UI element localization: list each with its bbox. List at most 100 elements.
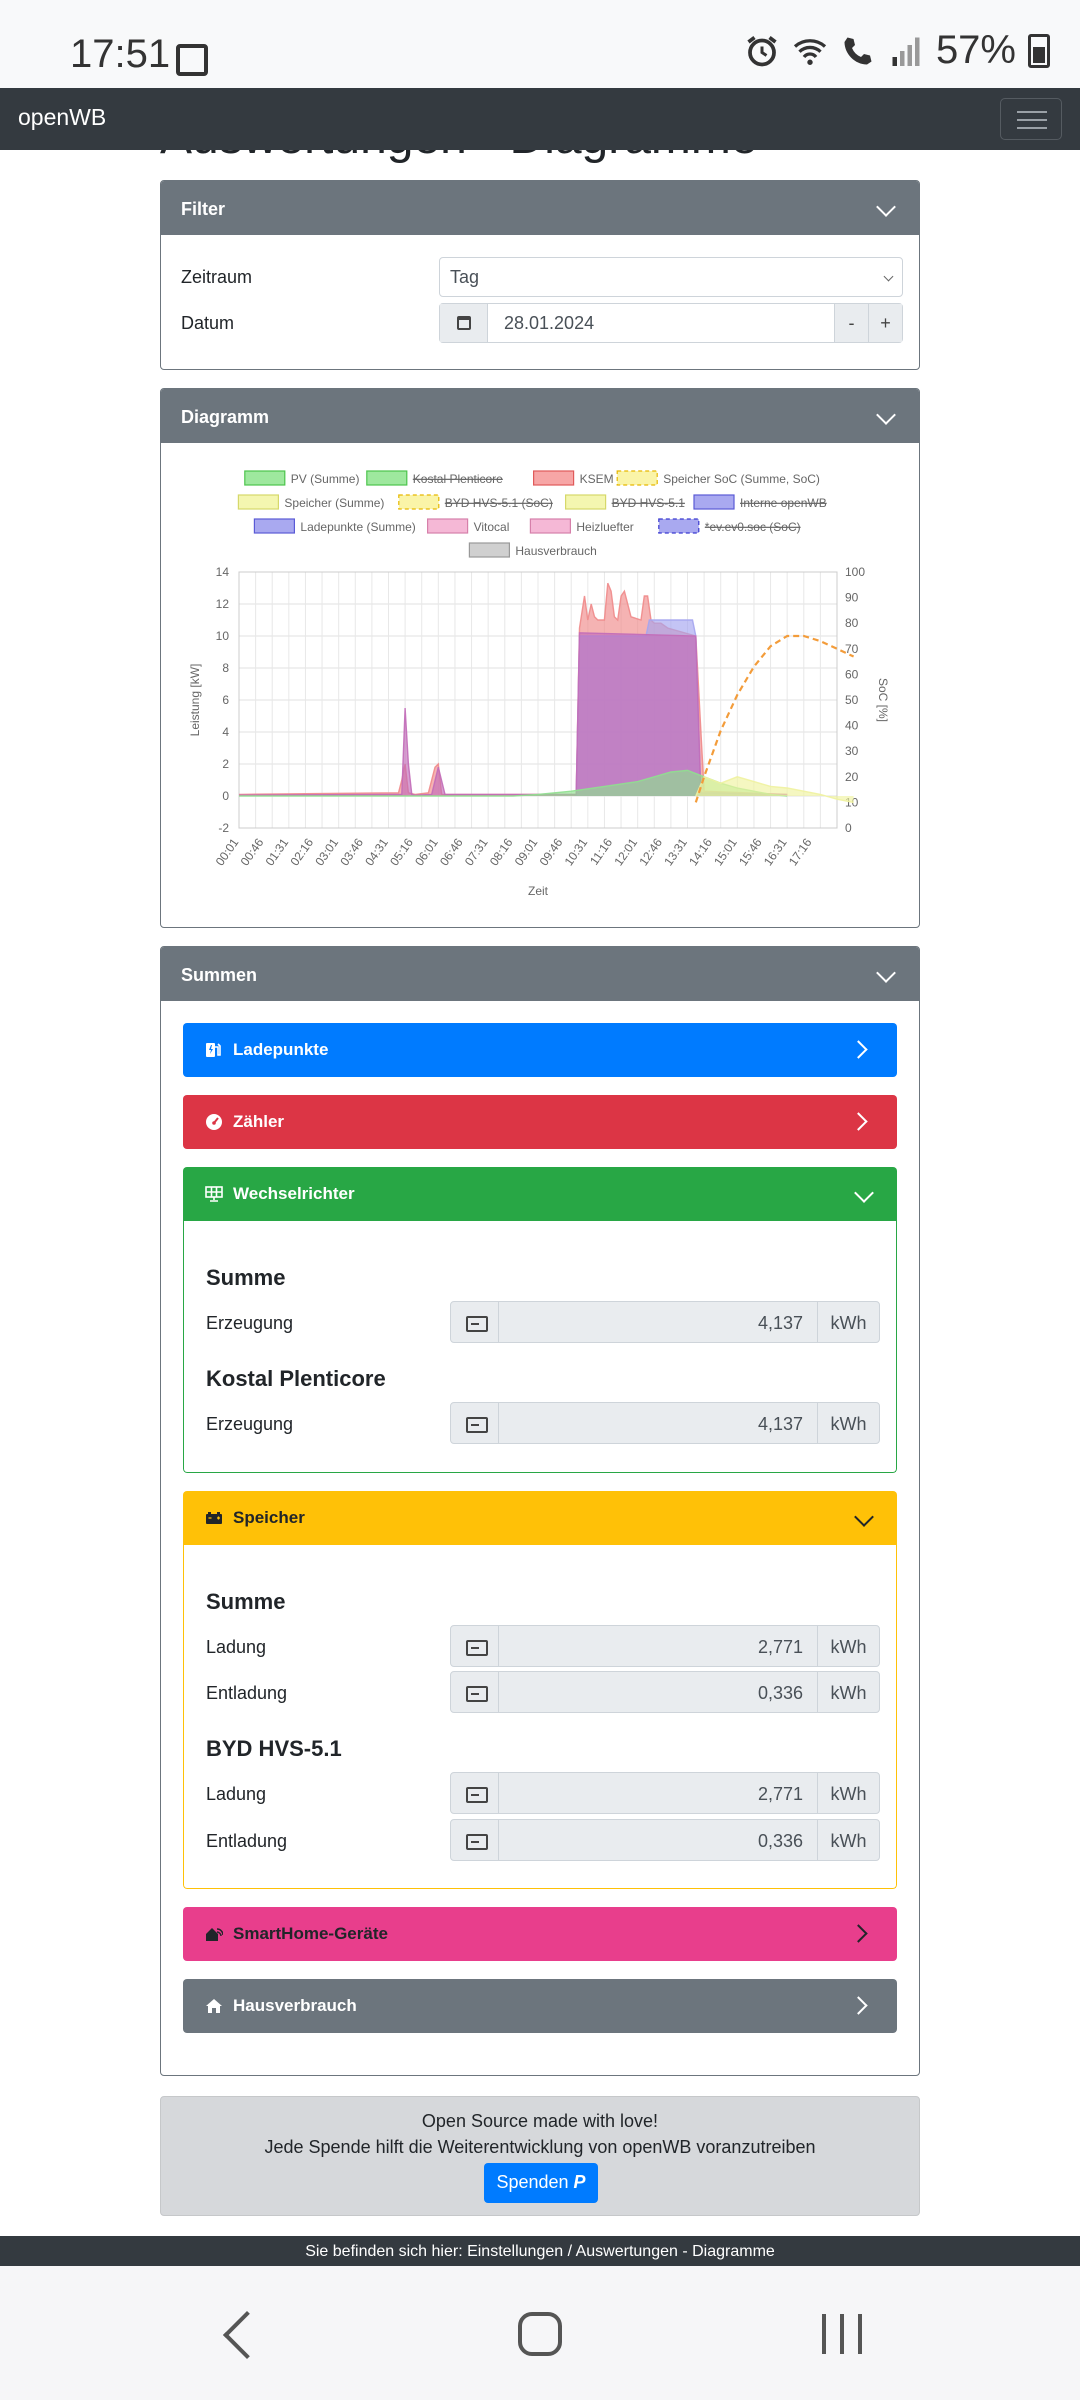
speicher-header[interactable]: Speicher <box>183 1491 897 1545</box>
breadcrumb-footer: Sie befinden sich hier: Einstellungen / … <box>0 2236 1080 2266</box>
keyboard-icon <box>451 1773 499 1813</box>
wr-summe-title: Summe <box>206 1265 286 1290</box>
sp-summe-ladung-row: Ladung 2,771 kWh <box>206 1625 880 1667</box>
unit-label: kWh <box>817 1820 879 1860</box>
donate-line1: Open Source made with love! <box>421 2111 659 2131</box>
y-tick-label: 6 <box>222 693 229 707</box>
wr-summe-label: Erzeugung <box>206 1313 294 1333</box>
smarthome-section[interactable]: SmartHome-Geräte <box>183 1907 897 1961</box>
x-tick-label: 05:16 <box>387 835 416 868</box>
x-tick-label: 14:16 <box>686 835 715 868</box>
keyboard-icon <box>451 1302 499 1342</box>
y2-axis-title: SoC [%] <box>876 678 890 722</box>
summen-header[interactable]: Summen <box>161 947 919 1001</box>
sp-summe-ladung-label: Ladung <box>206 1637 267 1657</box>
battery-percent: 57% <box>935 28 1016 72</box>
summen-card: Summen Ladepunkte Zähler Wechselrichter <box>160 946 920 2076</box>
legend-label: Heizluefter <box>576 520 633 534</box>
x-tick-label: 00:01 <box>213 835 242 868</box>
legend-swatch <box>366 470 408 486</box>
legend-swatch <box>565 494 607 510</box>
unit-label: kWh <box>817 1672 879 1712</box>
y2-tick-label: 30 <box>845 744 859 758</box>
x-tick-label: 15:01 <box>711 835 740 868</box>
ladepunkte-title: Ladepunkte <box>233 1040 329 1059</box>
sp-byd-entladung-label: Entladung <box>206 1831 288 1851</box>
x-tick-label: 15:46 <box>736 835 765 868</box>
x-tick-label: 09:46 <box>537 835 566 868</box>
wr-kostal-value: 4,137 <box>757 1414 803 1434</box>
smarthome-header[interactable]: SmartHome-Geräte <box>183 1907 897 1961</box>
zaehler-section[interactable]: Zähler <box>183 1095 897 1149</box>
y2-tick-label: 40 <box>845 719 859 733</box>
date-minus-button[interactable]: - <box>834 304 868 342</box>
chevron-right-icon <box>849 1924 868 1943</box>
home-icon[interactable] <box>518 2312 562 2356</box>
legend-swatch <box>237 494 280 510</box>
series-area <box>239 632 788 796</box>
status-bar: 17:51 57% <box>0 0 1080 88</box>
speicher-body: Summe Ladung 2,771 kWh Entladung 0,336 k… <box>183 1545 897 1889</box>
calendar-button[interactable] <box>440 304 488 342</box>
status-icons: 57% <box>744 28 1050 73</box>
series-line <box>238 582 788 796</box>
alarm-icon <box>747 35 777 66</box>
wechselrichter-header[interactable]: Wechselrichter <box>183 1167 897 1221</box>
chevron-down-icon <box>854 1507 874 1527</box>
wr-kostal-field: 4,137 kWh <box>450 1402 880 1444</box>
gallery-icon <box>176 44 208 76</box>
brand-link[interactable]: openWB <box>18 104 107 130</box>
y2-tick-label: 100 <box>845 565 865 579</box>
unit-label: kWh <box>817 1773 879 1813</box>
smarthome-title: SmartHome-Geräte <box>233 1924 388 1943</box>
recent-apps-icon[interactable] <box>822 2314 864 2354</box>
donate-button[interactable]: Spenden P <box>484 2163 598 2203</box>
speicher-title: Speicher <box>233 1508 305 1527</box>
filter-header[interactable]: Filter <box>161 181 919 235</box>
y2-tick-label: 70 <box>845 642 859 656</box>
sp-byd-ladung-value: 2,771 <box>757 1784 803 1804</box>
y-tick-label: 2 <box>222 757 229 771</box>
wechselrichter-title: Wechselrichter <box>233 1184 355 1203</box>
y-tick-label: 12 <box>216 597 230 611</box>
menu-toggle-button[interactable] <box>1000 98 1062 140</box>
x-tick-label: 06:01 <box>412 835 441 868</box>
legend-swatch <box>616 470 658 486</box>
y-tick-label: 14 <box>216 565 230 579</box>
legend-swatch <box>244 470 286 486</box>
summen-title: Summen <box>181 965 258 985</box>
hausverbrauch-header[interactable]: Hausverbrauch <box>183 1979 897 2033</box>
legend-swatch <box>427 518 469 534</box>
legend-swatch <box>468 542 510 558</box>
hausverbrauch-section[interactable]: Hausverbrauch <box>183 1979 897 2033</box>
chevron-right-icon <box>849 1040 868 1059</box>
legend-label: Speicher (Summe) <box>284 496 384 510</box>
speicher-section: Speicher Summe Ladung 2,771 kWh Entladun… <box>183 1491 897 1889</box>
smarthome-icon <box>206 1928 223 1941</box>
y2-tick-label: 0 <box>845 821 852 835</box>
sp-byd-entladung-value: 0,336 <box>757 1831 803 1851</box>
zaehler-header[interactable]: Zähler <box>183 1095 897 1149</box>
chevron-right-icon <box>849 1112 868 1131</box>
legend-label: Kostal Plenticore <box>413 472 503 486</box>
keyboard-icon <box>451 1672 499 1712</box>
x-axis-title: Zeit <box>528 884 549 898</box>
zeitraum-select[interactable]: Tag <box>439 257 903 297</box>
x-tick-label: 11:16 <box>587 835 615 867</box>
ladepunkte-header[interactable]: Ladepunkte <box>183 1023 897 1077</box>
legend-swatch <box>529 518 571 534</box>
datum-input[interactable]: 28.01.2024 <box>504 313 595 333</box>
sp-byd-entladung-field: 0,336 kWh <box>450 1819 880 1861</box>
diagramm-header[interactable]: Diagramm <box>161 389 919 443</box>
ladepunkte-section[interactable]: Ladepunkte <box>183 1023 897 1077</box>
y-tick-label: 10 <box>216 629 230 643</box>
series-area <box>695 776 854 803</box>
chevron-down-icon <box>876 963 896 983</box>
chart-area: PV (Summe) Kostal Plenticore KSEM Speicher … <box>161 443 919 917</box>
wr-summe-field: 4,137 kWh <box>450 1301 880 1343</box>
date-plus-button[interactable]: + <box>868 304 902 342</box>
legend-swatch <box>253 518 296 534</box>
keyboard-icon <box>451 1403 499 1443</box>
legend-label: *ev.ev0.soc (SoC) <box>705 520 801 534</box>
y-tick-label: -2 <box>218 821 229 835</box>
